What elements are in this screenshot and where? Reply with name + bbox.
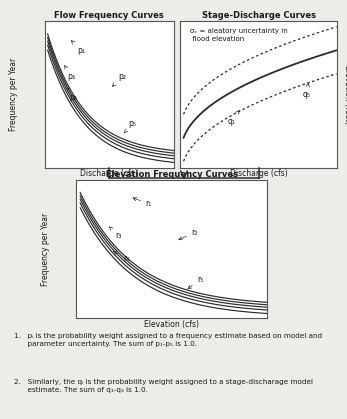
Text: Elevation (feet): Elevation (feet): [342, 65, 347, 124]
Text: Frequency per Year: Frequency per Year: [9, 58, 18, 131]
Text: 2.   Similarly, the qᵢ is the probability weight assigned to a stage-discharage : 2. Similarly, the qᵢ is the probability …: [14, 379, 313, 393]
Text: 1.   pᵢ is the probability weight assigned to a frequency estimate based on mode: 1. pᵢ is the probability weight assigned…: [14, 333, 322, 347]
Text: p₂: p₂: [112, 72, 126, 86]
Text: p₅: p₅: [124, 119, 136, 133]
Text: r₃: r₃: [109, 227, 121, 240]
Text: r₂: r₂: [179, 228, 198, 240]
Text: Frequency per Year: Frequency per Year: [41, 213, 50, 286]
Text: p₃: p₃: [65, 66, 75, 81]
X-axis label: Discharge (cfs): Discharge (cfs): [81, 169, 138, 178]
Text: r₄: r₄: [114, 251, 129, 264]
Title: Flow Frequency Curves: Flow Frequency Curves: [54, 11, 164, 20]
Text: p₄: p₄: [67, 88, 77, 102]
Text: r₁: r₁: [133, 197, 152, 208]
Text: σₑ = aleatory uncertainty in
 flood elevation: σₑ = aleatory uncertainty in flood eleva…: [190, 28, 288, 42]
Text: q₁: q₁: [227, 111, 239, 126]
Text: q₅: q₅: [302, 83, 310, 99]
X-axis label: Elevation (cfs): Elevation (cfs): [144, 320, 199, 329]
Text: r₅: r₅: [188, 275, 204, 289]
X-axis label: Discharge (cfs): Discharge (cfs): [230, 169, 287, 178]
Title: Elevation Frequency Curves: Elevation Frequency Curves: [106, 171, 238, 179]
Text: p₁: p₁: [71, 41, 85, 55]
Title: Stage-Discharge Curves: Stage-Discharge Curves: [202, 11, 315, 20]
